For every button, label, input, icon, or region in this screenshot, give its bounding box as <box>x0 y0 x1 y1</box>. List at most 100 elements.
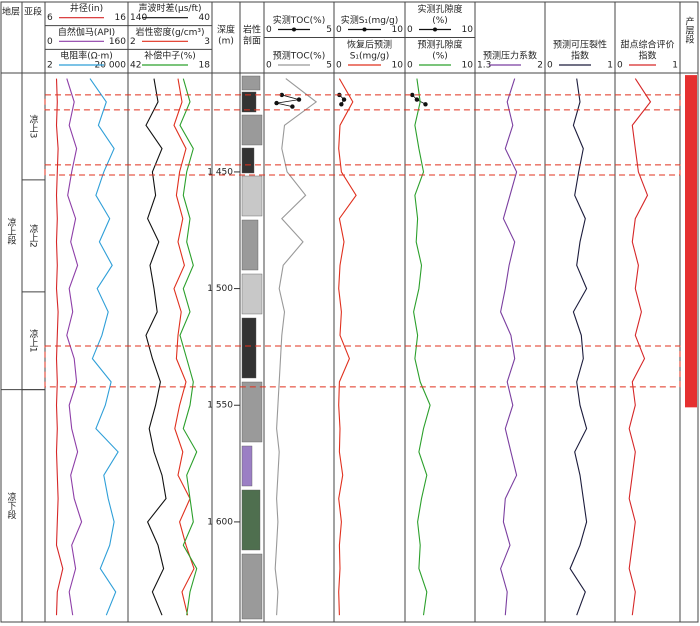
depth-title: 深度 <box>217 24 235 36</box>
member-label: 凉上1 <box>28 328 39 353</box>
scale-min: 0 <box>266 61 272 71</box>
member-header: 亚段 <box>24 6 42 18</box>
curve-name: S₁(mg/g) <box>350 52 390 62</box>
log-curve <box>89 78 119 616</box>
lithology-bed <box>241 317 257 379</box>
curve-name: (%) <box>432 16 448 26</box>
scale-min: 1.3 <box>477 61 491 71</box>
depth-title: (m) <box>218 37 234 47</box>
legend-marker <box>362 27 367 32</box>
curve-name: (%) <box>432 52 448 62</box>
scale-max: 16 <box>115 13 127 23</box>
scale-max: 40 <box>199 13 211 23</box>
scale-min: 0 <box>336 61 342 71</box>
curve-name: 井径(in) <box>70 2 103 14</box>
lithology-bed <box>241 381 263 443</box>
measured-point <box>274 100 279 106</box>
scale-max: 10 <box>462 25 474 35</box>
depth-tick-label: 1 450 <box>207 167 233 177</box>
scale-max: 10 <box>392 25 404 35</box>
lithology-title: 剖面 <box>243 35 261 47</box>
measured-point <box>410 92 415 98</box>
lithology-bed <box>241 75 261 91</box>
curve-name: 预测TOC(%) <box>273 51 325 62</box>
member-label: 凉上3 <box>28 113 39 138</box>
scale-min: 0 <box>617 61 623 71</box>
scale-min: 0 <box>47 37 53 47</box>
curve-name: 预测压力系数 <box>483 50 537 62</box>
scale-max: 5 <box>326 25 332 35</box>
highlight-interval <box>44 345 681 388</box>
scale-max: 1 <box>672 61 678 71</box>
strata-label: 凉下段 <box>6 491 17 520</box>
curve-name: 恢复后预测 <box>347 39 392 51</box>
lithology-bed <box>241 91 257 113</box>
measured-link <box>276 94 300 107</box>
log-curve <box>179 78 198 616</box>
scale-min: 42 <box>130 61 141 71</box>
log-curve <box>55 78 64 616</box>
scale-max: 2 <box>537 61 543 71</box>
log-curve <box>66 78 83 616</box>
log-curve <box>338 78 357 616</box>
curve-name: 自然伽马(API) <box>58 26 115 38</box>
curve-name: 实测S₁(mg/g) <box>341 14 399 26</box>
scale-max: 10 <box>462 61 474 71</box>
pay-interval <box>685 75 697 408</box>
log-curve <box>145 78 167 616</box>
scale-min: 6 <box>47 13 53 23</box>
curve-name: 实测孔隙度 <box>417 3 462 15</box>
scale-min: 140 <box>130 13 147 23</box>
measured-point <box>279 92 285 98</box>
curve-name: 预测孔隙度 <box>417 39 462 51</box>
measured-point <box>339 102 344 107</box>
scale-min: 0 <box>547 61 553 71</box>
strata-header: 地层 <box>2 6 20 18</box>
scale-max: 5 <box>326 61 332 71</box>
curve-name: 电阻率(Ω·m) <box>60 50 113 62</box>
lithology-column <box>241 75 263 620</box>
measured-point <box>341 97 347 102</box>
log-curve <box>274 78 318 616</box>
curve-name: 指数 <box>571 50 589 62</box>
log-curve <box>500 78 518 616</box>
lithology-bed <box>241 489 261 551</box>
curve-name: 实测TOC(%) <box>273 14 325 26</box>
lithology-bed <box>241 147 255 174</box>
scale-min: 0 <box>336 25 342 35</box>
lithology-bed <box>241 553 263 620</box>
scale-max: 18 <box>199 61 211 71</box>
measured-point <box>414 97 420 102</box>
scale-min: 2 <box>130 37 136 47</box>
curve-name: 甜点综合评价 <box>620 39 674 51</box>
scale-max: 3 <box>204 37 210 47</box>
legend-marker <box>292 27 296 32</box>
scale-min: 0 <box>407 25 413 35</box>
curve-name: 补偿中子(%) <box>144 50 196 62</box>
log-curve <box>628 78 652 616</box>
depth-tick-label: 1 600 <box>207 517 233 527</box>
lithology-bed <box>241 219 259 271</box>
legend-marker <box>433 27 437 32</box>
highlight-interval <box>44 94 681 111</box>
scale-min: 0 <box>266 25 272 35</box>
scale-max: 20 000 <box>95 61 127 71</box>
curve-name: 预测可压裂性 <box>553 39 607 51</box>
scale-max: 160 <box>109 37 126 47</box>
strata-label: 凉上段 <box>6 217 17 246</box>
log-curve <box>173 78 195 616</box>
lithology-bed <box>241 114 263 146</box>
scale-min: 2 <box>47 61 53 71</box>
lithology-bed <box>241 445 253 487</box>
member-label: 凉上2 <box>28 223 39 248</box>
pay-title: 产层段 <box>684 15 695 44</box>
highlight-interval <box>44 164 681 176</box>
scale-max: 10 <box>392 61 404 71</box>
scale-max: 1 <box>607 61 613 71</box>
lithology-bed <box>241 273 263 315</box>
curve-name: 声波时差(μs/ft) <box>138 2 201 14</box>
curve-name: 岩性密度(g/cm³) <box>135 26 204 38</box>
log-curve <box>413 78 431 616</box>
